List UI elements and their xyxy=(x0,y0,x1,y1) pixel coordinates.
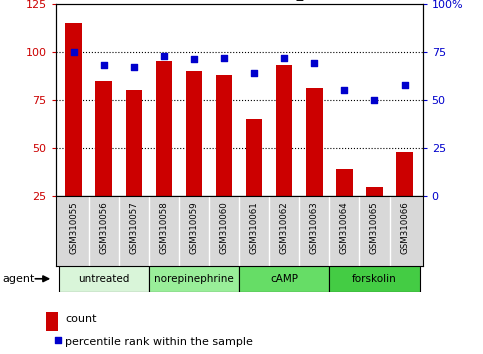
Point xyxy=(130,64,138,70)
Point xyxy=(70,49,77,55)
Text: norepinephrine: norepinephrine xyxy=(154,274,234,284)
Text: cAMP: cAMP xyxy=(270,274,298,284)
Bar xyxy=(149,266,239,292)
Text: forskolin: forskolin xyxy=(352,274,397,284)
Text: GSM310062: GSM310062 xyxy=(280,201,289,254)
Point xyxy=(401,82,409,87)
Point xyxy=(280,55,288,61)
Text: GSM310061: GSM310061 xyxy=(250,201,258,254)
Point xyxy=(311,61,318,66)
Text: agent: agent xyxy=(2,274,35,284)
Text: count: count xyxy=(65,314,97,324)
Bar xyxy=(156,62,172,196)
Bar xyxy=(185,71,202,196)
Text: GSM310060: GSM310060 xyxy=(220,201,228,254)
Text: GSM310058: GSM310058 xyxy=(159,201,169,254)
Text: GSM310066: GSM310066 xyxy=(400,201,409,254)
Bar xyxy=(65,23,82,196)
Text: percentile rank within the sample: percentile rank within the sample xyxy=(65,337,253,347)
Bar xyxy=(336,170,353,196)
Bar xyxy=(306,88,323,196)
Point xyxy=(160,53,168,58)
Point xyxy=(220,55,228,61)
Text: GSM310065: GSM310065 xyxy=(370,201,379,254)
Text: GSM310057: GSM310057 xyxy=(129,201,138,254)
Point xyxy=(54,337,62,343)
Text: untreated: untreated xyxy=(78,274,129,284)
Text: GSM310059: GSM310059 xyxy=(189,201,199,254)
Text: GSM310056: GSM310056 xyxy=(99,201,108,254)
Point xyxy=(190,57,198,62)
Bar xyxy=(246,119,262,196)
Bar xyxy=(366,187,383,196)
Text: GSM310064: GSM310064 xyxy=(340,201,349,254)
Point xyxy=(100,62,108,68)
Bar xyxy=(329,266,420,292)
Bar xyxy=(276,65,293,196)
Bar xyxy=(216,75,232,196)
Bar xyxy=(126,90,142,196)
Point xyxy=(341,87,348,93)
Text: GSM310055: GSM310055 xyxy=(69,201,78,254)
Bar xyxy=(239,266,329,292)
Point xyxy=(250,70,258,76)
Bar xyxy=(96,81,112,196)
Text: GSM310063: GSM310063 xyxy=(310,201,319,254)
Bar xyxy=(58,266,149,292)
Point xyxy=(370,97,378,103)
Bar xyxy=(396,152,413,196)
